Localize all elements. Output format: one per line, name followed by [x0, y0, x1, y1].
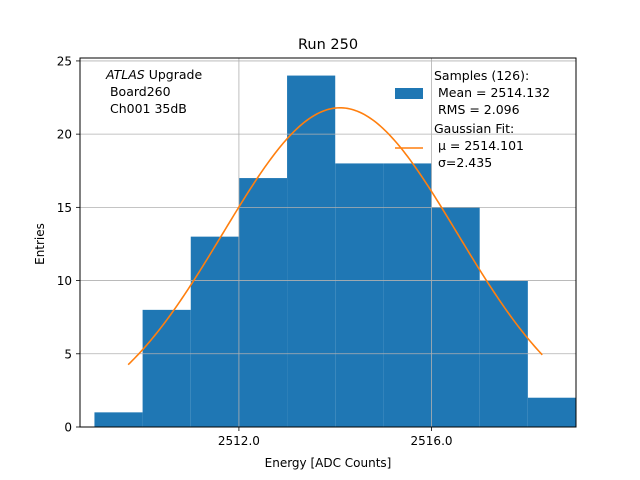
x-tick-label: 2512.0 — [218, 434, 260, 448]
histogram-bar — [190, 236, 239, 427]
annotation-line: ATLAS Upgrade — [105, 67, 202, 82]
histogram-bar — [431, 207, 480, 427]
legend-fit-text: Gaussian Fit: — [434, 121, 514, 136]
legend-samples-swatch — [395, 88, 423, 99]
grid-lines — [80, 58, 576, 428]
y-tick-label: 20 — [57, 128, 72, 142]
y-axis-ticks: 0 5 10 15 20 25 — [57, 54, 80, 435]
legend-samples-text: RMS = 2.096 — [434, 102, 520, 117]
histogram-bar — [527, 397, 576, 427]
gaussian-fit — [127, 106, 543, 366]
legend-fit-text: μ = 2514.101 — [434, 138, 524, 153]
fit-curve-line — [127, 106, 543, 366]
y-tick-label: 5 — [64, 347, 72, 361]
chart-title: Run 250 — [298, 37, 358, 53]
histogram-bar — [335, 163, 384, 427]
y-tick-label: 25 — [57, 54, 72, 68]
histogram-bar — [383, 163, 432, 427]
legend-samples-text: Mean = 2514.132 — [434, 85, 550, 100]
y-tick-label: 15 — [57, 201, 72, 215]
annotation-line: Board260 — [106, 84, 171, 99]
x-tick-label: 2516.0 — [411, 434, 453, 448]
legend-fit-text: σ=2.435 — [434, 155, 492, 170]
histogram-bar — [238, 178, 288, 427]
histogram-bar — [94, 412, 143, 427]
atlas-annotation: ATLAS Upgrade Board260 Ch001 35dB — [105, 67, 202, 116]
y-tick-label: 10 — [57, 274, 72, 288]
histogram-bar — [287, 75, 336, 428]
x-axis-ticks: 2512.0 2516.0 — [218, 427, 453, 448]
x-axis-label: Energy [ADC Counts] — [265, 456, 392, 470]
legend-samples-text: Samples (126): — [434, 68, 529, 83]
annotation-line: Ch001 35dB — [106, 101, 187, 116]
y-axis-label: Entries — [33, 223, 47, 265]
y-tick-label: 0 — [64, 421, 72, 435]
plot-frame — [79, 57, 577, 428]
legend: Samples (126): Mean = 2514.132 RMS = 2.0… — [395, 68, 550, 170]
histogram-bar — [142, 309, 191, 427]
